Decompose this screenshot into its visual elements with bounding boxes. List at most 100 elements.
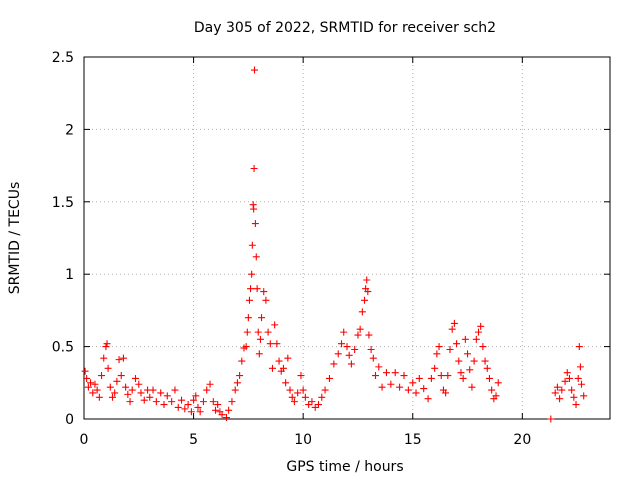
data-point <box>135 380 143 388</box>
data-point <box>431 364 439 372</box>
data-point <box>330 360 338 368</box>
data-point <box>364 288 372 296</box>
data-point <box>248 270 256 278</box>
data-point <box>311 403 319 411</box>
x-tick-label: 0 <box>80 432 89 448</box>
data-point <box>464 350 472 358</box>
y-tick-label: 1.5 <box>52 195 74 211</box>
data-point <box>181 405 189 413</box>
data-point <box>305 401 313 409</box>
data-point <box>574 374 582 382</box>
data-point <box>252 253 260 261</box>
data-point <box>494 379 502 387</box>
data-point <box>356 325 364 333</box>
data-point <box>457 369 465 377</box>
data-point <box>578 380 586 388</box>
data-point <box>160 401 168 409</box>
data-point <box>152 398 160 406</box>
data-point <box>288 393 296 401</box>
data-point <box>157 389 165 397</box>
data-point <box>248 241 256 249</box>
data-point <box>561 377 569 385</box>
data-point <box>391 369 399 377</box>
data-point <box>93 386 101 394</box>
data-point <box>343 343 351 351</box>
data-point <box>91 380 99 388</box>
data-point <box>340 328 348 336</box>
data-point <box>209 398 217 406</box>
data-point <box>279 364 287 372</box>
data-point <box>81 367 89 375</box>
data-point <box>378 383 386 391</box>
axis-ticks: 0 0.5 1 1.5 2 2.5 0 5 10 15 20 <box>52 50 610 448</box>
x-tick-label: 10 <box>294 432 312 448</box>
data-point <box>294 389 302 397</box>
data-point <box>122 383 130 391</box>
data-point <box>242 343 250 351</box>
data-point <box>420 385 428 393</box>
data-point <box>87 379 95 387</box>
x-tick-label: 15 <box>404 432 422 448</box>
data-point <box>318 393 326 401</box>
data-point <box>194 403 202 411</box>
data-point <box>140 396 148 404</box>
data-point <box>212 406 219 414</box>
data-point <box>218 411 226 419</box>
data-point <box>171 386 179 394</box>
data-point <box>273 340 281 348</box>
data-point <box>222 414 230 422</box>
data-point <box>563 369 571 377</box>
data-point <box>149 386 157 394</box>
data-point <box>301 393 309 401</box>
data-point <box>192 392 200 400</box>
data-point <box>124 390 132 398</box>
data-point <box>459 374 467 382</box>
data-point <box>472 335 480 343</box>
data-point <box>450 319 458 327</box>
data-point <box>113 377 121 385</box>
data-point <box>479 343 487 351</box>
chart-title: Day 305 of 2022, SRMTID for receiver sch… <box>194 20 496 36</box>
y-tick-label: 0 <box>65 412 74 428</box>
data-point <box>178 396 186 404</box>
data-point <box>168 398 176 406</box>
data-point <box>233 379 241 387</box>
data-point <box>251 220 259 228</box>
data-point <box>231 386 239 394</box>
data-point <box>455 357 463 365</box>
data-point <box>315 401 323 409</box>
data-point <box>89 389 97 397</box>
data-point <box>184 401 192 409</box>
data-point <box>111 389 119 397</box>
x-tick-label: 5 <box>189 432 198 448</box>
data-point <box>576 363 584 371</box>
data-point <box>255 350 263 358</box>
data-point <box>351 345 359 353</box>
data-point <box>253 285 261 293</box>
data-point <box>488 386 496 394</box>
y-tick-label: 1 <box>65 267 74 283</box>
data-point <box>260 288 268 296</box>
data-point <box>354 331 362 339</box>
data-point <box>483 364 491 372</box>
data-point <box>106 383 114 391</box>
data-point <box>108 393 116 401</box>
data-point <box>492 392 500 400</box>
data-point <box>174 403 182 411</box>
data-point <box>369 354 377 362</box>
data-point <box>568 386 576 394</box>
data-point <box>363 276 371 284</box>
data-point <box>325 374 333 382</box>
data-point <box>358 308 366 316</box>
data-point <box>338 340 346 348</box>
data-point <box>247 285 255 293</box>
data-point <box>146 393 154 401</box>
data-point <box>117 372 125 380</box>
data-point <box>437 372 445 380</box>
data-point <box>271 321 279 329</box>
data-point <box>214 401 222 409</box>
data-point <box>446 345 454 353</box>
data-point <box>102 343 110 351</box>
data-point <box>468 383 476 391</box>
